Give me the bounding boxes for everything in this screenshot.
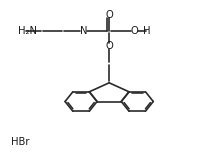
Text: H₂N: H₂N (18, 26, 36, 36)
Text: N: N (80, 26, 88, 36)
Text: H: H (143, 26, 151, 36)
Text: HBr: HBr (11, 137, 30, 147)
Text: O: O (105, 41, 113, 51)
Text: O: O (105, 10, 113, 20)
Text: O: O (131, 26, 138, 36)
